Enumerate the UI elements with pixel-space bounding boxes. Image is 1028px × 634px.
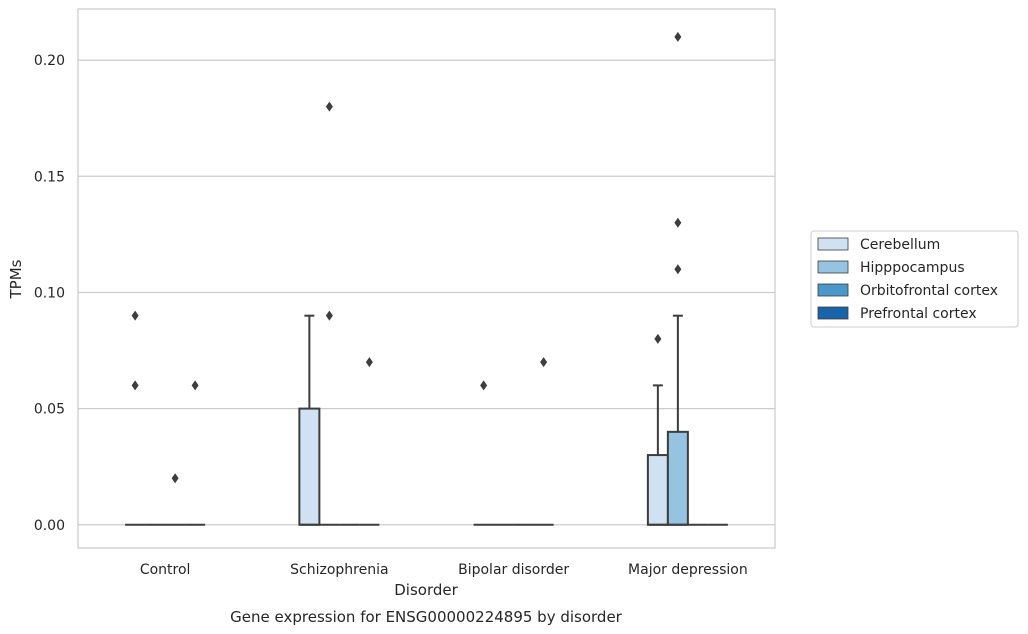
legend-label: Orbitofrontal cortex [860,283,998,299]
x-tick-label: Schizophrenia [290,562,388,578]
outlier-point [131,310,139,321]
x-tick-label: Bipolar disorder [458,562,569,578]
legend-swatch [817,283,849,297]
plot-frame [77,8,776,549]
legend: Cerebellum Hipppocampus Orbitofrontal cort… [810,230,1019,328]
box-1-0 [298,314,321,526]
box-3-0 [646,384,669,526]
x-tick-labels: Control Schizophrenia Bipolar disorder Majo… [140,562,748,578]
outlier-point [540,357,548,368]
outlier-point [131,380,139,391]
box-body [646,454,669,526]
outlier-point [325,310,333,321]
y-tick-label: 0.15 [34,169,65,185]
outlier-point [480,380,488,391]
x-tick-label: Control [140,562,191,578]
figure-caption: Gene expression for ENSG00000224895 by d… [230,608,623,626]
outlier-point [674,217,682,228]
outlier-point [674,264,682,275]
legend-label: Cerebellum [860,237,940,253]
box-body [298,407,321,526]
y-tick-labels: 0.00 0.05 0.10 0.15 0.20 [34,53,65,534]
legend-swatch [817,306,849,320]
outlier-point [365,357,373,368]
legend-swatch [817,237,849,251]
outlier-point [171,473,179,484]
outlier-point [674,31,682,42]
legend-items: Cerebellum Hipppocampus Orbitofrontal cort… [817,237,998,322]
outlier-point [191,380,199,391]
outlier-point [325,101,333,112]
legend-swatch [817,260,849,274]
y-tick-label: 0.05 [34,402,65,418]
y-tick-label: 0.20 [34,53,65,69]
x-axis-title: Disorder [394,581,458,599]
outlier-point [654,333,662,344]
legend-frame [810,230,1019,328]
y-tick-label: 0.10 [34,285,65,301]
x-tick-label: Major depression [628,562,748,578]
outlier-layer [131,31,682,484]
y-axis-title: TPMs [7,259,25,299]
box-body [666,430,689,526]
box-layer [125,314,728,526]
box-3-1 [666,314,689,526]
y-tick-label: 0.00 [34,518,65,534]
legend-label: Prefrontal cortex [860,306,977,322]
legend-label: Hipppocampus [860,260,965,276]
